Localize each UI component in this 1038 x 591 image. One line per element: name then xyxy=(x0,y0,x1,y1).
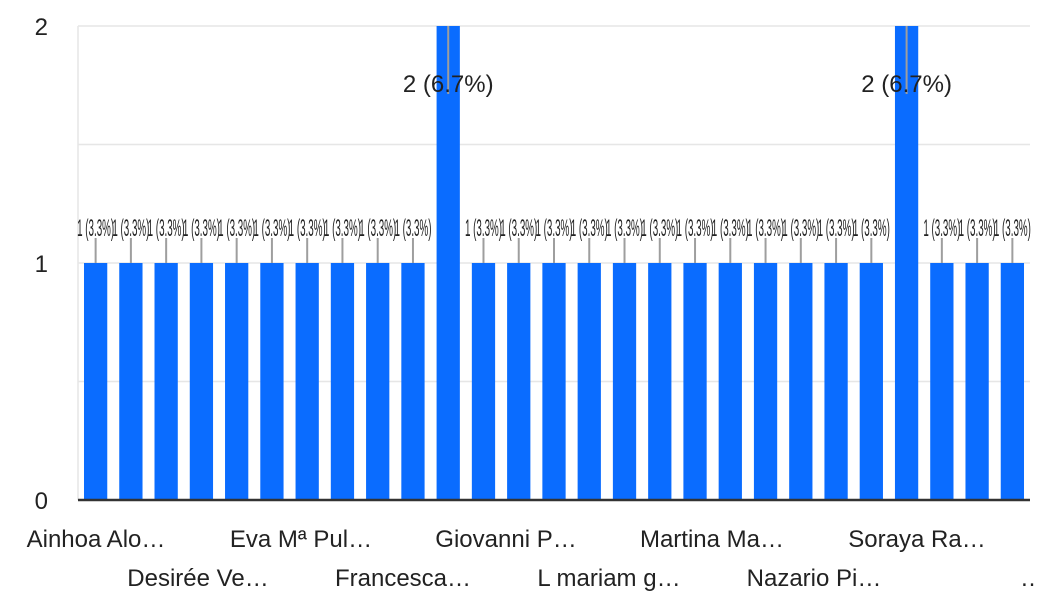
bar xyxy=(260,263,284,500)
x-tick-label: L mariam g… xyxy=(537,565,680,591)
data-label: 1 (3.3%) xyxy=(465,215,502,242)
bar xyxy=(295,263,319,500)
data-label: 1 (3.3%) xyxy=(183,215,220,242)
label-leader-lines xyxy=(94,26,1014,263)
bar xyxy=(366,263,390,500)
x-tick-label: Eva Mª Pul… xyxy=(230,526,372,553)
x-tick-label: Martina Ma… xyxy=(640,526,784,553)
x-tick-label: Desirée Ve… xyxy=(127,565,268,591)
data-label: 1 (3.3%) xyxy=(324,215,361,242)
bar xyxy=(330,263,355,500)
data-label: 1 (3.3%) xyxy=(677,215,714,242)
y-tick-label: 0 xyxy=(35,488,48,515)
y-tick-label: 2 xyxy=(35,14,48,41)
data-label: 1 (3.3%) xyxy=(923,215,960,242)
x-tick-label: Nazario Pi… xyxy=(747,565,882,591)
data-label: 1 (3.3%) xyxy=(818,215,855,242)
bar xyxy=(83,263,108,500)
bar xyxy=(471,263,496,500)
bars xyxy=(83,26,1025,500)
bar xyxy=(753,263,778,500)
data-label: 1 (3.3%) xyxy=(500,215,537,242)
bar xyxy=(542,263,566,500)
data-label: 1 (3.3%) xyxy=(112,215,149,242)
bar xyxy=(930,263,954,500)
data-label: 1 (3.3%) xyxy=(853,215,890,242)
x-tick-label: … xyxy=(1020,565,1038,591)
data-label: 1 (3.3%) xyxy=(359,215,396,242)
x-tick-label: Soraya Ra… xyxy=(848,526,985,553)
bar xyxy=(859,263,883,500)
x-tick-label: Ainhoa Alo… xyxy=(27,526,166,553)
x-tick-label: Francesca… xyxy=(335,565,471,591)
data-label: 2 (6.7%) xyxy=(403,71,494,98)
x-tick-label: Giovanni P… xyxy=(435,526,576,553)
bar xyxy=(119,263,143,500)
bar xyxy=(189,263,214,500)
x-axis-labels: Ainhoa Alo… Eva Mª Pul… Giovanni P… Martina… xyxy=(27,526,1038,591)
data-label: 1 (3.3%) xyxy=(994,215,1031,242)
data-label: 1 (3.3%) xyxy=(782,215,819,242)
bar xyxy=(507,263,531,500)
y-axis-ticks: 0 1 2 xyxy=(35,14,48,515)
data-label: 1 (3.3%) xyxy=(253,215,290,242)
bar xyxy=(612,263,637,500)
y-tick-label: 1 xyxy=(35,251,48,278)
bar xyxy=(683,263,707,500)
bar xyxy=(965,263,989,500)
bar xyxy=(718,263,742,500)
data-label: 1 (3.3%) xyxy=(77,215,114,242)
bar xyxy=(225,263,249,500)
data-label: 1 (3.3%) xyxy=(747,215,784,242)
data-label: 1 (3.3%) xyxy=(959,215,996,242)
data-label: 1 (3.3%) xyxy=(641,215,678,242)
bar xyxy=(1000,263,1025,500)
bar xyxy=(648,263,672,500)
bar xyxy=(401,263,425,500)
data-labels: 1 (3.3%)1 (3.3%)1 (3.3%)1 (3.3%)1 (3.3%)… xyxy=(77,71,1031,242)
bar xyxy=(577,263,601,500)
data-label: 1 (3.3%) xyxy=(394,215,431,242)
bar xyxy=(789,263,813,500)
data-label: 1 (3.3%) xyxy=(606,215,643,242)
bar xyxy=(436,26,460,500)
data-label: 1 (3.3%) xyxy=(218,215,255,242)
data-label: 1 (3.3%) xyxy=(571,215,608,242)
bar xyxy=(154,263,178,500)
data-label: 1 (3.3%) xyxy=(712,215,749,242)
bar xyxy=(824,263,848,500)
bar xyxy=(894,26,919,500)
data-label: 1 (3.3%) xyxy=(535,215,572,242)
data-label: 2 (6.7%) xyxy=(861,71,952,98)
data-label: 1 (3.3%) xyxy=(148,215,185,242)
data-label: 1 (3.3%) xyxy=(289,215,326,242)
